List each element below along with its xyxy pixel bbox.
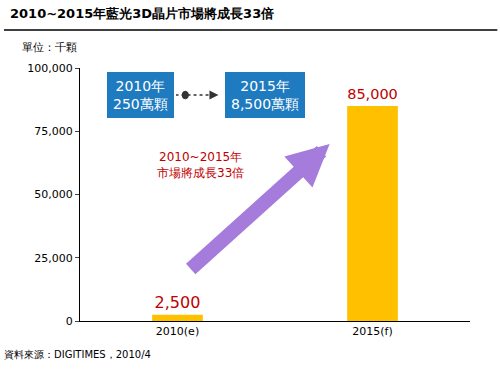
svg-text:2,500: 2,500: [155, 293, 201, 312]
svg-text:2010年250萬顆: 2010年250萬顆: [113, 78, 168, 112]
svg-text:50,000: 50,000: [34, 188, 73, 201]
svg-text:2010(e): 2010(e): [156, 325, 199, 338]
svg-text:2015(f): 2015(f): [352, 325, 392, 338]
svg-text:資料來源：DIGITIMES，2010/4: 資料來源：DIGITIMES，2010/4: [4, 349, 151, 360]
svg-text:單位：千顆: 單位：千顆: [22, 41, 77, 54]
svg-text:100,000: 100,000: [27, 62, 73, 75]
svg-text:0: 0: [66, 315, 73, 328]
svg-text:85,000: 85,000: [347, 86, 398, 102]
svg-text:2010~2015年藍光3D晶片市場將成長33倍: 2010~2015年藍光3D晶片市場將成長33倍: [10, 6, 274, 21]
svg-text:2015年8,500萬顆: 2015年8,500萬顆: [231, 78, 299, 112]
svg-text:2010~2015年市場將成長33倍: 2010~2015年市場將成長33倍: [157, 150, 244, 180]
svg-text:25,000: 25,000: [34, 252, 73, 265]
svg-text:75,000: 75,000: [34, 125, 73, 138]
